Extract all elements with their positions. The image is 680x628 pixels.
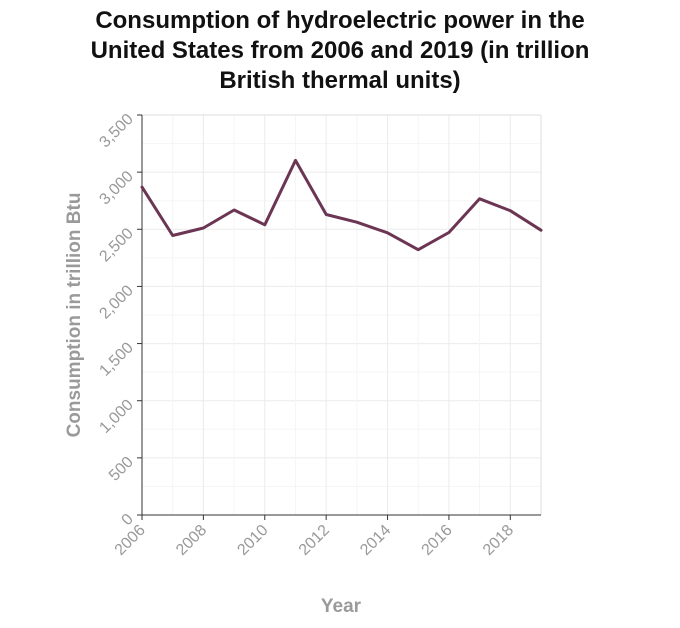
- series-group: [140, 158, 543, 252]
- x-axis-ticks: 2006 2008 2010 2012 2014 2016 2018: [112, 515, 517, 559]
- y-axis-label: Consumption in trillion Btu: [64, 193, 85, 438]
- chart-title-line-2: United States from 2006 and 2019 (in tri…: [90, 37, 590, 64]
- chart-title: Consumption of hydroelectric power in th…: [0, 6, 680, 96]
- y-tick-label: 1,000: [96, 396, 136, 436]
- y-tick-label: 2,500: [96, 225, 136, 265]
- x-tick-label: 2016: [419, 522, 456, 559]
- axes: [141, 114, 542, 516]
- chart-title-line-3: British thermal units): [219, 67, 461, 94]
- x-axis-label: Year: [321, 596, 362, 617]
- y-tick-label: 500: [106, 454, 137, 485]
- x-tick-label: 2014: [357, 522, 394, 559]
- x-tick-label: 2012: [296, 522, 333, 559]
- series-line: [140, 158, 543, 252]
- y-tick-label: 1,500: [96, 339, 136, 379]
- x-tick-label: 2008: [173, 522, 210, 559]
- y-tick-label: 2,000: [96, 282, 136, 322]
- x-tick-label: 2010: [234, 522, 271, 559]
- y-tick-label: 3,000: [96, 168, 136, 208]
- x-tick-label: 2018: [480, 522, 517, 559]
- chart-title-line-1: Consumption of hydroelectric power in th…: [95, 7, 585, 34]
- y-tick-label: 3,500: [96, 111, 136, 151]
